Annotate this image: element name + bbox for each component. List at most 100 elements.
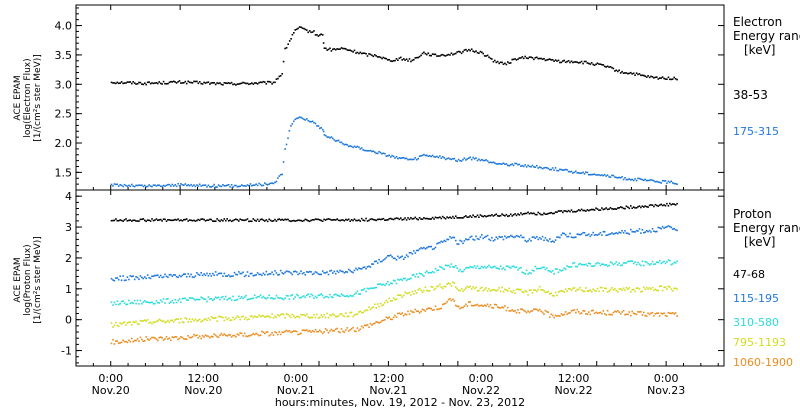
data-point	[511, 265, 513, 268]
data-point	[408, 291, 411, 294]
data-point	[392, 218, 395, 221]
data-point	[592, 63, 594, 66]
data-point	[262, 219, 265, 221]
data-point	[446, 216, 448, 218]
data-point	[142, 320, 145, 322]
data-point	[492, 288, 495, 291]
data-point	[210, 335, 213, 338]
data-point	[426, 308, 428, 310]
data-point	[135, 302, 137, 305]
data-point	[259, 81, 262, 83]
data-point	[266, 220, 269, 223]
data-point	[264, 81, 266, 83]
data-point	[632, 312, 635, 315]
data-point	[637, 261, 639, 264]
data-point	[495, 213, 498, 215]
data-point	[242, 219, 244, 221]
data-point	[536, 164, 538, 167]
data-point	[476, 265, 479, 267]
data-point	[549, 238, 551, 240]
data-point	[556, 169, 558, 172]
data-point	[171, 299, 174, 302]
data-point	[664, 204, 667, 207]
data-point	[676, 202, 678, 205]
data-point	[553, 212, 555, 215]
data-point	[171, 183, 174, 186]
data-point	[203, 318, 205, 321]
data-point	[436, 55, 438, 57]
data-point	[488, 214, 490, 217]
data-point	[527, 240, 529, 242]
data-point	[363, 266, 366, 268]
data-point	[249, 272, 252, 275]
data-point	[311, 316, 314, 319]
data-point	[317, 294, 320, 297]
data-point	[275, 180, 278, 183]
data-point	[444, 217, 447, 220]
data-point	[577, 263, 580, 266]
data-point	[379, 56, 382, 59]
data-point	[288, 330, 291, 332]
data-point	[395, 217, 398, 219]
data-point	[268, 183, 270, 185]
data-point	[400, 313, 402, 316]
data-point	[155, 218, 158, 220]
data-point	[572, 287, 574, 290]
data-point	[501, 213, 503, 215]
data-point	[468, 157, 470, 159]
data-point	[209, 298, 211, 300]
data-point	[630, 260, 632, 262]
data-point	[339, 141, 341, 144]
data-point	[460, 52, 463, 55]
data-point	[625, 178, 628, 181]
data-point	[583, 209, 586, 212]
data-point	[138, 323, 140, 325]
data-point	[161, 276, 163, 279]
data-point	[569, 266, 571, 268]
data-point	[307, 293, 309, 296]
data-point	[658, 181, 661, 184]
data-point	[146, 274, 149, 276]
data-point	[557, 271, 560, 274]
data-point	[583, 60, 586, 63]
data-point	[362, 266, 364, 269]
data-point	[226, 335, 228, 337]
data-point	[515, 162, 518, 165]
data-point	[376, 262, 379, 264]
data-point	[259, 334, 262, 336]
data-point	[350, 50, 353, 52]
data-point	[666, 288, 668, 290]
data-point	[410, 277, 412, 280]
data-point	[290, 38, 292, 40]
data-point	[180, 183, 182, 185]
data-point	[319, 329, 321, 332]
data-point	[644, 75, 646, 77]
data-point	[508, 164, 511, 167]
data-point	[606, 208, 609, 211]
data-point	[644, 260, 646, 263]
data-point	[346, 315, 349, 318]
data-point	[303, 329, 305, 331]
data-point	[155, 185, 158, 187]
data-point	[132, 185, 134, 187]
data-point	[332, 48, 334, 51]
data-point	[543, 212, 545, 214]
data-point	[492, 240, 495, 242]
data-point	[115, 218, 117, 220]
data-point	[362, 288, 364, 291]
data-point	[643, 231, 645, 234]
data-point	[142, 83, 145, 86]
data-point	[669, 286, 671, 288]
data-point	[462, 217, 464, 219]
data-point	[631, 73, 633, 75]
data-point	[274, 270, 276, 272]
data-point	[625, 286, 628, 289]
data-point	[431, 270, 434, 273]
data-point	[379, 283, 382, 285]
x-tick-label-date: Nov.21	[369, 384, 407, 397]
data-point	[512, 236, 515, 239]
data-point	[340, 141, 343, 144]
data-point	[536, 267, 538, 270]
data-point	[138, 278, 140, 281]
data-point	[194, 299, 197, 301]
